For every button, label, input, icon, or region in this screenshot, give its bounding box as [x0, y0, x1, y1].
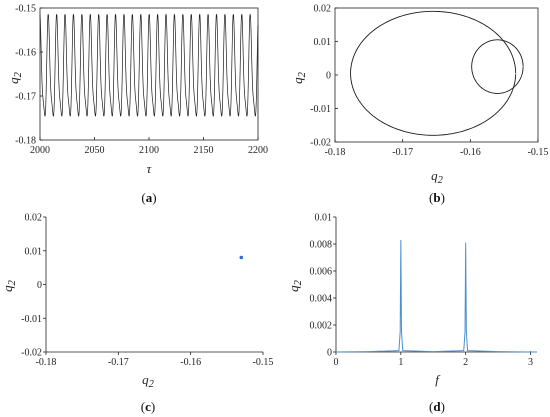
panel-d-y-tick-label: 0.004 [310, 294, 333, 305]
panel-a-y-tick-label: -0.17 [15, 92, 36, 103]
panel-a-x-tick-label: 2000 [30, 145, 50, 156]
panel-b-x-tick-label: -0.16 [460, 147, 481, 158]
panel-d-y-tick-label: 0.01 [315, 213, 333, 224]
panel-a-x-tick-label: 2150 [194, 145, 214, 156]
panel-b-orbit-small-loop [471, 39, 524, 94]
panel-d-x-tick-label: 3 [528, 357, 533, 368]
panel-d-caption: (d) [429, 399, 445, 414]
panel-d-ylabel: q2 [286, 279, 304, 292]
panel-b-axes [334, 7, 539, 143]
panel-d-y-ticks: 0.01 0.008 0.006 0.004 0.002 0 [310, 213, 336, 359]
panel-a-xlabel: τ [147, 161, 153, 176]
panel-a-ylabel: q2 [6, 71, 24, 84]
panel-c-y-tick-label: -0.02 [21, 348, 42, 359]
panel-a-caption: (a) [141, 190, 156, 205]
panel-c-caption: (c) [141, 399, 155, 414]
panel-a-y-tick-label: -0.16 [15, 48, 36, 59]
panel-b-x-ticks: -0.18 -0.17 -0.16 -0.15 [325, 139, 549, 158]
panel-b-x-tick-label: -0.17 [392, 147, 413, 158]
panel-a-series-line [39, 14, 259, 117]
panel-c-x-tick-label: -0.15 [253, 357, 274, 368]
panel-b-xlabel: q2 [431, 168, 444, 186]
panel-d-x-ticks: 0 1 2 3 [334, 352, 533, 368]
panel-c-point [239, 255, 244, 260]
panel-d-xlabel: f [435, 372, 441, 387]
panel-d-y-tick-label: 0 [327, 348, 332, 359]
panel-b-caption: (b) [429, 190, 445, 205]
panel-c-y-tick-label: 0.02 [25, 213, 43, 224]
panel-a-x-tick-label: 2200 [248, 145, 268, 156]
panel-a-x-tick-label: 2050 [85, 145, 105, 156]
panel-c-x-ticks: -0.18 -0.17 -0.16 -0.15 [36, 352, 274, 368]
panel-a-y-tick-label: -0.18 [15, 136, 36, 147]
panel-c-x-tick-label: -0.16 [180, 357, 201, 368]
panel-c-ylabel: q2 [0, 279, 18, 292]
panel-d: 0.01 0.008 0.006 0.004 0.002 0 0 1 2 3 q2 f (d) [286, 213, 537, 414]
panel-c-x-tick-label: -0.17 [108, 357, 129, 368]
panel-a-y-tick-label: -0.15 [15, 4, 36, 15]
panel-a: -0.15 -0.16 -0.17 -0.18 2000 2050 2100 2150 220… [6, 4, 268, 206]
panel-a-x-tick-label: 2100 [139, 145, 159, 156]
panel-b-y-tick-label: -0.01 [310, 104, 331, 115]
panel-c-y-tick-label: 0.01 [25, 246, 43, 257]
panel-c-y-tick-label: 0 [37, 280, 42, 291]
panel-b-orbit-large-loop [350, 10, 517, 136]
panel-b-x-tick-label: -0.18 [325, 147, 346, 158]
panel-b-y-tick-label: 0.01 [314, 37, 332, 48]
panel-d-spectrum-line [335, 239, 537, 353]
panel-a-x-ticks: 2000 2050 2100 2150 2200 [30, 137, 268, 156]
panel-c-points [239, 255, 244, 260]
panel-b-y-tick-label: -0.02 [310, 138, 331, 149]
panel-b-y-tick-label: 0 [326, 71, 331, 82]
panel-b-y-ticks: 0.02 0.01 0 -0.01 -0.02 [310, 4, 338, 149]
panel-c-x-tick-label: -0.18 [36, 357, 57, 368]
panel-d-y-tick-label: 0.002 [310, 321, 333, 332]
panel-b-ylabel: q2 [290, 71, 308, 84]
panel-c-y-ticks: 0.02 0.01 0 -0.01 -0.02 [21, 213, 46, 359]
panel-d-x-tick-label: 1 [398, 357, 403, 368]
panel-d-x-tick-label: 2 [463, 357, 468, 368]
panel-c-xlabel: q2 [142, 372, 155, 390]
panel-c: 0.02 0.01 0 -0.01 -0.02 -0.18 -0.17 -0.16 -0.15… [0, 213, 273, 415]
panel-d-y-tick-label: 0.006 [310, 267, 333, 278]
panel-d-y-tick-label: 0.008 [310, 240, 333, 251]
panel-b: 0.02 0.01 0 -0.01 -0.02 -0.18 -0.17 -0.16 -0.15… [290, 4, 548, 206]
panel-c-y-tick-label: -0.01 [21, 314, 42, 325]
panel-b-x-tick-label: -0.15 [528, 147, 549, 158]
panel-d-x-tick-label: 0 [334, 357, 339, 368]
panel-b-y-tick-label: 0.02 [314, 4, 332, 15]
